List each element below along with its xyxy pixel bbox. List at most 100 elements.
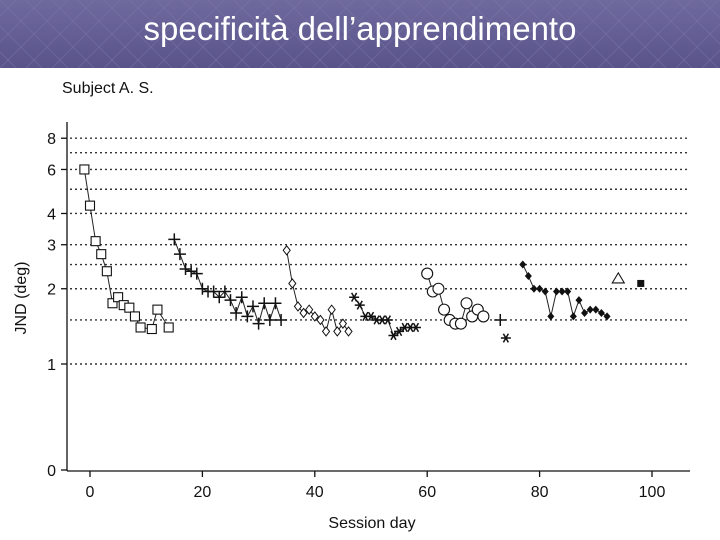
x-tick-label: 20 (194, 484, 212, 501)
filled-diamond-marker (530, 284, 538, 293)
filled-diamond-marker (547, 312, 555, 321)
square-marker (90, 236, 101, 247)
plus-marker (179, 262, 192, 275)
diamond-marker (333, 326, 342, 337)
plus-marker (269, 297, 282, 310)
title-pattern-line (0, 0, 69, 68)
title-pattern-line (597, 0, 667, 68)
title-pattern-line (337, 0, 407, 68)
title-pattern-line (0, 0, 17, 17)
title-pattern-line (25, 0, 95, 68)
title-pattern-line (103, 0, 173, 68)
plus-marker (185, 265, 198, 278)
filled-diamond-marker (575, 296, 583, 305)
filled-diamond-marker (569, 312, 577, 321)
title-pattern-line (701, 0, 720, 19)
title-pattern-line (649, 0, 719, 68)
plus-marker (224, 294, 237, 307)
series-8 (611, 271, 626, 284)
filled-diamond-marker (519, 260, 527, 269)
plus-marker (241, 310, 254, 323)
y-axis-label: JND (deg) (13, 262, 30, 335)
x-tick-label: 60 (418, 484, 436, 501)
circle-marker (432, 282, 445, 295)
diamond-marker (288, 278, 297, 289)
title-pattern-line (363, 0, 433, 68)
title-pattern-line (415, 0, 485, 68)
title-pattern-line (545, 0, 615, 68)
title-pattern-line (519, 0, 589, 68)
square-marker (101, 266, 112, 277)
square-marker (84, 200, 96, 211)
title-pattern-line (0, 25, 43, 68)
y-tick-label: 0 (47, 463, 56, 480)
title-pattern-line (129, 0, 199, 68)
filled-diamond-marker (558, 287, 566, 296)
square-marker (129, 311, 141, 322)
title-pattern-line (207, 0, 277, 68)
square-marker (107, 298, 118, 309)
diamond-marker (327, 304, 336, 315)
y-tick-label: 4 (47, 206, 56, 223)
square-marker (135, 322, 146, 333)
filled-diamond-marker (586, 305, 594, 314)
title-pattern-line (233, 0, 303, 68)
title-pattern-line (0, 0, 43, 43)
axes (66, 122, 690, 472)
title-pattern-line (311, 0, 381, 68)
y-tick-label: 3 (47, 238, 56, 255)
diamond-marker (321, 326, 331, 337)
y-tick-label: 1 (47, 357, 56, 374)
title-pattern-line (311, 0, 381, 68)
y-tick-label: 8 (47, 131, 56, 148)
title-pattern-line (623, 0, 693, 68)
x-axis-label: Session day (328, 515, 415, 532)
circle-marker (421, 267, 434, 280)
title-pattern-line (103, 0, 173, 68)
title-pattern-line (181, 0, 251, 68)
title-pattern-line (181, 0, 251, 68)
title-pattern-line (441, 0, 511, 68)
y-ticks: 0 1 2 3 4 6 8 (47, 131, 67, 480)
square-marker (113, 292, 124, 303)
asterisk-marker (382, 315, 393, 325)
filled-diamond-marker (536, 284, 544, 293)
title-pattern-line (597, 0, 667, 68)
chart: 0 1 2 3 4 6 8 0 20 40 60 80 100 Subject A. S. Sessi… (0, 68, 720, 540)
diamond-marker (293, 301, 303, 312)
title-pattern-line (571, 0, 641, 68)
circle-marker (454, 317, 467, 330)
plus-marker (235, 291, 248, 304)
title-pattern-line (493, 0, 563, 68)
chart-title: Subject A. S. (62, 80, 154, 97)
diamond-marker (299, 307, 308, 319)
filled-diamond-marker (581, 308, 589, 317)
square-marker (79, 164, 90, 175)
plus-marker (213, 291, 226, 304)
y-tick-label: 2 (47, 282, 56, 299)
circle-marker (460, 297, 473, 310)
plus-marker (190, 267, 203, 280)
plus-marker (252, 317, 265, 330)
series-7 (519, 260, 611, 321)
title-pattern-line (155, 0, 225, 68)
series-4 (421, 267, 490, 330)
x-tick-label: 100 (639, 484, 666, 501)
x-tick-label: 0 (86, 484, 95, 501)
title-pattern-line (415, 0, 485, 68)
diamond-marker (316, 314, 325, 326)
plus-marker (218, 285, 231, 298)
title-pattern-line (389, 0, 459, 68)
title-pattern-line (389, 0, 459, 68)
plus-marker (494, 313, 507, 326)
asterisk-marker (354, 300, 365, 310)
series-3 (349, 292, 421, 341)
filled-diamond-marker (564, 287, 572, 296)
title-bar: specificità dell’apprendimento (0, 0, 720, 68)
asterisk-marker (349, 292, 360, 302)
square-marker (146, 323, 157, 335)
plus-marker (263, 313, 276, 326)
plus-marker (196, 282, 209, 295)
diamond-marker (305, 304, 314, 315)
title-pattern-line (51, 0, 121, 68)
